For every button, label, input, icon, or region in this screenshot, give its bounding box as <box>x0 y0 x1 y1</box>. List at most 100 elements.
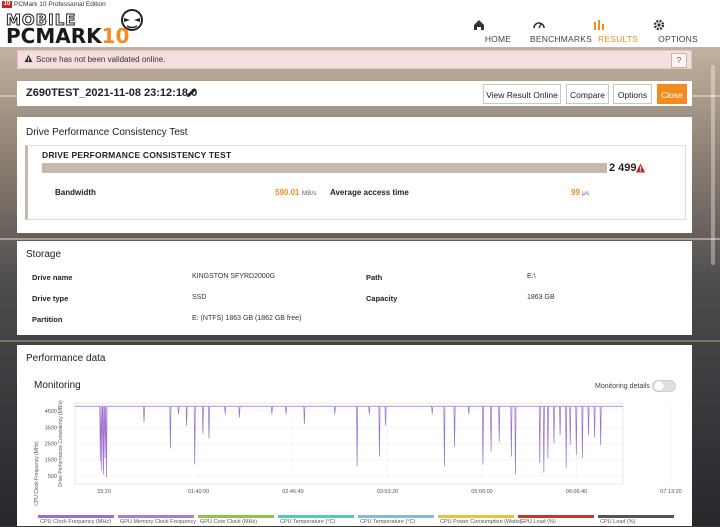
nav-benchmarks[interactable]: BENCHMARKS <box>530 9 592 47</box>
test-result-card: Drive Performance Consistency Test DRIVE… <box>17 117 692 233</box>
logo-word: PCMARK <box>6 24 102 48</box>
legend-item[interactable]: CPU Clock Frequency (MHz) <box>38 515 114 527</box>
path-value: E:\ <box>527 273 536 280</box>
test-score-panel: DRIVE PERFORMANCE CONSISTENCY TEST 2 499… <box>25 145 686 220</box>
view-result-online-button[interactable]: View Result Online <box>483 84 561 104</box>
x-tick-label: 05:00:00 <box>471 489 492 495</box>
x-tick-label: 33:20 <box>97 489 111 495</box>
storage-title: Storage <box>26 249 62 260</box>
toggle-knob <box>654 381 664 391</box>
legend-item[interactable]: CPU Temperature (°C) <box>278 515 354 527</box>
drive-name-value: KINGSTON SFYRD2000G <box>192 273 276 280</box>
legend-swatch <box>518 515 594 518</box>
app-badge: 10 <box>2 1 12 8</box>
legend-label: CPU Power Consumption (Watts) <box>440 519 522 525</box>
legend-swatch <box>598 515 674 518</box>
bandwidth-label: Bandwidth <box>55 188 96 197</box>
chart-legend: CPU Clock Frequency (MHz) GPU Memory Cloc… <box>38 515 688 527</box>
performance-title: Performance data <box>26 353 106 364</box>
score-bar <box>42 163 607 173</box>
bandwidth-number: 590.01 <box>275 188 300 197</box>
capacity-label: Capacity <box>366 294 398 303</box>
legend-label: GPU Memory Clock Frequency <box>120 519 197 525</box>
help-button[interactable]: ? <box>671 53 687 68</box>
x-tick-label: 01:40:00 <box>188 489 209 495</box>
y-tick-label: 500 <box>48 474 57 480</box>
bandwidth-value: 590.01 MB/s <box>275 188 317 197</box>
legend-swatch <box>358 515 434 518</box>
test-panel-title: DRIVE PERFORMANCE CONSISTENCY TEST <box>42 150 232 160</box>
test-section-title: Drive Performance Consistency Test <box>26 127 188 138</box>
cpu-clock-series-line <box>75 405 623 478</box>
legend-label: CPU Load (%) <box>600 519 636 525</box>
legend-item[interactable]: GPU Memory Clock Frequency <box>118 515 197 527</box>
warning-text: Score has not been validated online. <box>36 55 166 64</box>
scroll-thumb[interactable] <box>711 65 715 265</box>
legend-item[interactable]: CPU Power Consumption (Watts) <box>438 515 522 527</box>
score-value: 2 499 <box>609 162 637 174</box>
y-tick-label: 4500 <box>45 409 57 415</box>
capacity-value: 1863 GB <box>527 294 555 301</box>
x-tick-label: 02:46:40 <box>282 489 303 495</box>
logo-top-text: MOBILE <box>6 11 77 30</box>
partition-label: Partition <box>32 315 63 324</box>
y-axis-label-right: Drive Performance Consistency (MB/s) <box>58 400 64 487</box>
score-warning-icon <box>635 163 646 173</box>
legend-item[interactable]: GPU Core Clock (MHz) <box>198 515 274 527</box>
legend-label: CPU Temperature (°C) <box>360 519 416 525</box>
y-tick-label: 2500 <box>45 442 57 448</box>
main-nav: HOME BENCHMARKS RESULTS OPTIONS <box>470 9 706 47</box>
nav-home[interactable]: HOME <box>470 9 526 47</box>
monitoring-details-label: Monitoring details <box>595 383 650 390</box>
legend-swatch <box>438 515 514 518</box>
y-axis-label-left: CPU Clock Frequency (MHz) <box>34 441 40 506</box>
logo-number: 10 <box>101 24 130 48</box>
path-label: Path <box>366 273 383 282</box>
pencil-icon[interactable] <box>186 87 197 98</box>
performance-data-card: Performance data Monitoring Monitoring d… <box>17 345 692 526</box>
nav-options[interactable]: OPTIONS <box>650 9 706 47</box>
legend-label: GPU Load (%) <box>520 519 556 525</box>
window-title: PCMark 10 Professional Edition <box>14 1 106 8</box>
legend-item[interactable]: CPU Temperature (°C) <box>358 515 434 527</box>
x-tick-label: 06:06:40 <box>566 489 587 495</box>
legend-item[interactable]: GPU Load (%) <box>518 515 594 527</box>
drive-type-label: Drive type <box>32 294 69 303</box>
storage-card: Storage Drive name KINGSTON SFYRD2000G P… <box>17 241 692 335</box>
access-time-number: 99 <box>571 188 580 197</box>
light-streak <box>0 238 720 240</box>
result-header: Z690TEST_2021-11-08 23:12:18.0 View Resu… <box>17 81 692 106</box>
page-scrollbar[interactable] <box>710 50 716 526</box>
close-button[interactable]: Close <box>657 84 687 104</box>
bandwidth-unit: MB/s <box>301 190 317 197</box>
nav-benchmarks-label: BENCHMARKS <box>530 34 592 44</box>
validation-warning: Score has not been validated online. ? <box>17 50 692 69</box>
monitoring-details-toggle[interactable] <box>652 380 676 392</box>
drive-type-value: SSD <box>192 294 207 301</box>
nav-results[interactable]: RESULTS <box>590 9 646 47</box>
legend-item[interactable]: CPU Load (%) <box>598 515 674 527</box>
logo-bottom-text: PCMARK10 <box>6 24 129 48</box>
legend-swatch <box>118 515 194 518</box>
x-tick-label: 07:13:20 <box>660 489 681 495</box>
nav-results-label: RESULTS <box>598 34 638 44</box>
x-tick-label: 03:53:20 <box>377 489 398 495</box>
drive-name-label: Drive name <box>32 273 73 282</box>
legend-swatch <box>278 515 354 518</box>
access-time-unit: μs <box>582 190 590 197</box>
legend-label: CPU Clock Frequency (MHz) <box>40 519 111 525</box>
compare-button[interactable]: Compare <box>566 84 609 104</box>
gauge-icon <box>533 22 545 29</box>
partition-value: E: (NTFS) 1863 GB (1862 GB free) <box>192 315 302 322</box>
home-icon <box>474 20 484 30</box>
monitoring-chart: 4500 3500 2500 1500 500 33:20 01:40:00 02:46:40… <box>34 400 682 506</box>
app-logo: MOBILE PCMARK10 <box>6 9 176 48</box>
nav-options-label: OPTIONS <box>658 34 698 44</box>
options-button[interactable]: Options <box>613 84 652 104</box>
legend-swatch <box>198 515 274 518</box>
monitoring-title: Monitoring <box>34 380 81 391</box>
gear-icon <box>653 19 665 31</box>
light-streak <box>0 340 720 342</box>
window-titlebar: 10 PCMark 10 Professional Edition <box>0 0 720 9</box>
access-time-value: 99 μs <box>571 188 589 197</box>
